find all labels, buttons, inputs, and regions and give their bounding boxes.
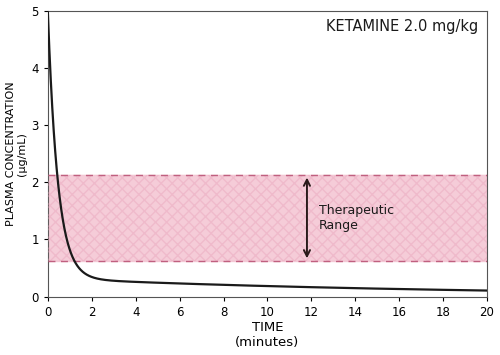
Bar	[48, 175, 487, 261]
X-axis label: TIME
(minutes): TIME (minutes)	[236, 321, 300, 349]
Bar	[48, 175, 487, 261]
Y-axis label: PLASMA CONCENTRATION
(μg/mL): PLASMA CONCENTRATION (μg/mL)	[6, 81, 27, 226]
Text: Therapeutic
Range: Therapeutic Range	[319, 204, 394, 232]
Text: KETAMINE 2.0 mg/kg: KETAMINE 2.0 mg/kg	[326, 19, 478, 34]
